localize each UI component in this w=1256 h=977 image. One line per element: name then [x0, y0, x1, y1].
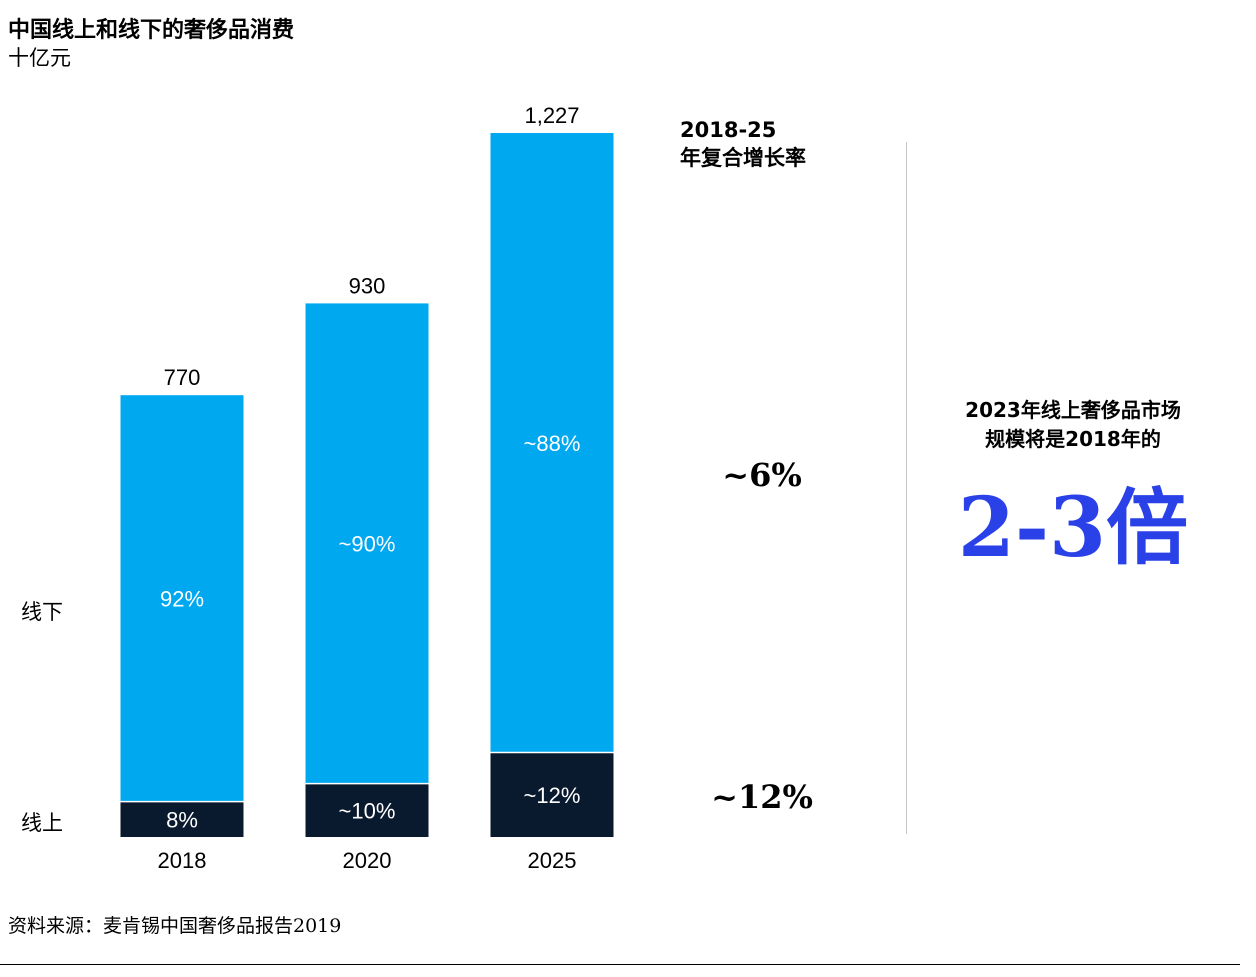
total-label-2020: 930: [349, 273, 386, 298]
bar-offline-2018: [120, 395, 244, 802]
bar-online-2018: [120, 801, 244, 837]
cagr-header: 2018-25 年复合增长率: [680, 116, 806, 172]
callout-line-1: 2023年线上奢侈品市场: [965, 398, 1181, 422]
bottom-rule: [0, 964, 1240, 965]
offline-share-label-2020: ~90%: [339, 532, 396, 557]
online-share-label-2020: ~10%: [339, 798, 396, 823]
x-tick-2018: 2018: [158, 848, 207, 873]
unit-label: 十亿元: [8, 46, 71, 70]
source-note: 资料来源：麦肯锡中国奢侈品报告2019: [8, 915, 342, 937]
stacked-bar-chart: 770 92% 8% 2018 930 ~90% ~10% 2020 1,227 ~88% ~12%…: [21, 103, 614, 873]
callout-text: 2023年线上奢侈品市场 规模将是2018年的: [918, 396, 1228, 454]
callout-line-2: 规模将是2018年的: [985, 427, 1161, 451]
total-label-2018: 770: [164, 365, 201, 390]
cagr-header-years: 2018-25: [680, 118, 777, 142]
offline-share-label-2018: 92%: [160, 586, 204, 611]
x-tick-2020: 2020: [343, 848, 392, 873]
bar-online-2020: [305, 783, 429, 837]
cagr-header-label: 年复合增长率: [680, 145, 806, 170]
chart-title: 中国线上和线下的奢侈品消费: [8, 17, 295, 43]
cagr-online-value: ~12%: [711, 778, 813, 816]
online-share-label-2018: 8%: [166, 807, 198, 832]
cagr-offline-value: ~6%: [722, 456, 802, 494]
online-share-label-2025: ~12%: [524, 783, 581, 808]
callout-multiplier: 2-3倍: [957, 480, 1189, 576]
bar-online-2025: [490, 752, 614, 837]
total-label-2025: 1,227: [524, 103, 579, 128]
x-tick-2025: 2025: [528, 848, 577, 873]
bar-offline-2025: [490, 133, 614, 753]
vertical-divider: [906, 142, 907, 834]
offline-share-label-2025: ~88%: [524, 431, 581, 456]
legend-online: 线上: [21, 811, 63, 835]
bar-offline-2020: [305, 303, 429, 784]
legend-offline: 线下: [21, 600, 63, 624]
